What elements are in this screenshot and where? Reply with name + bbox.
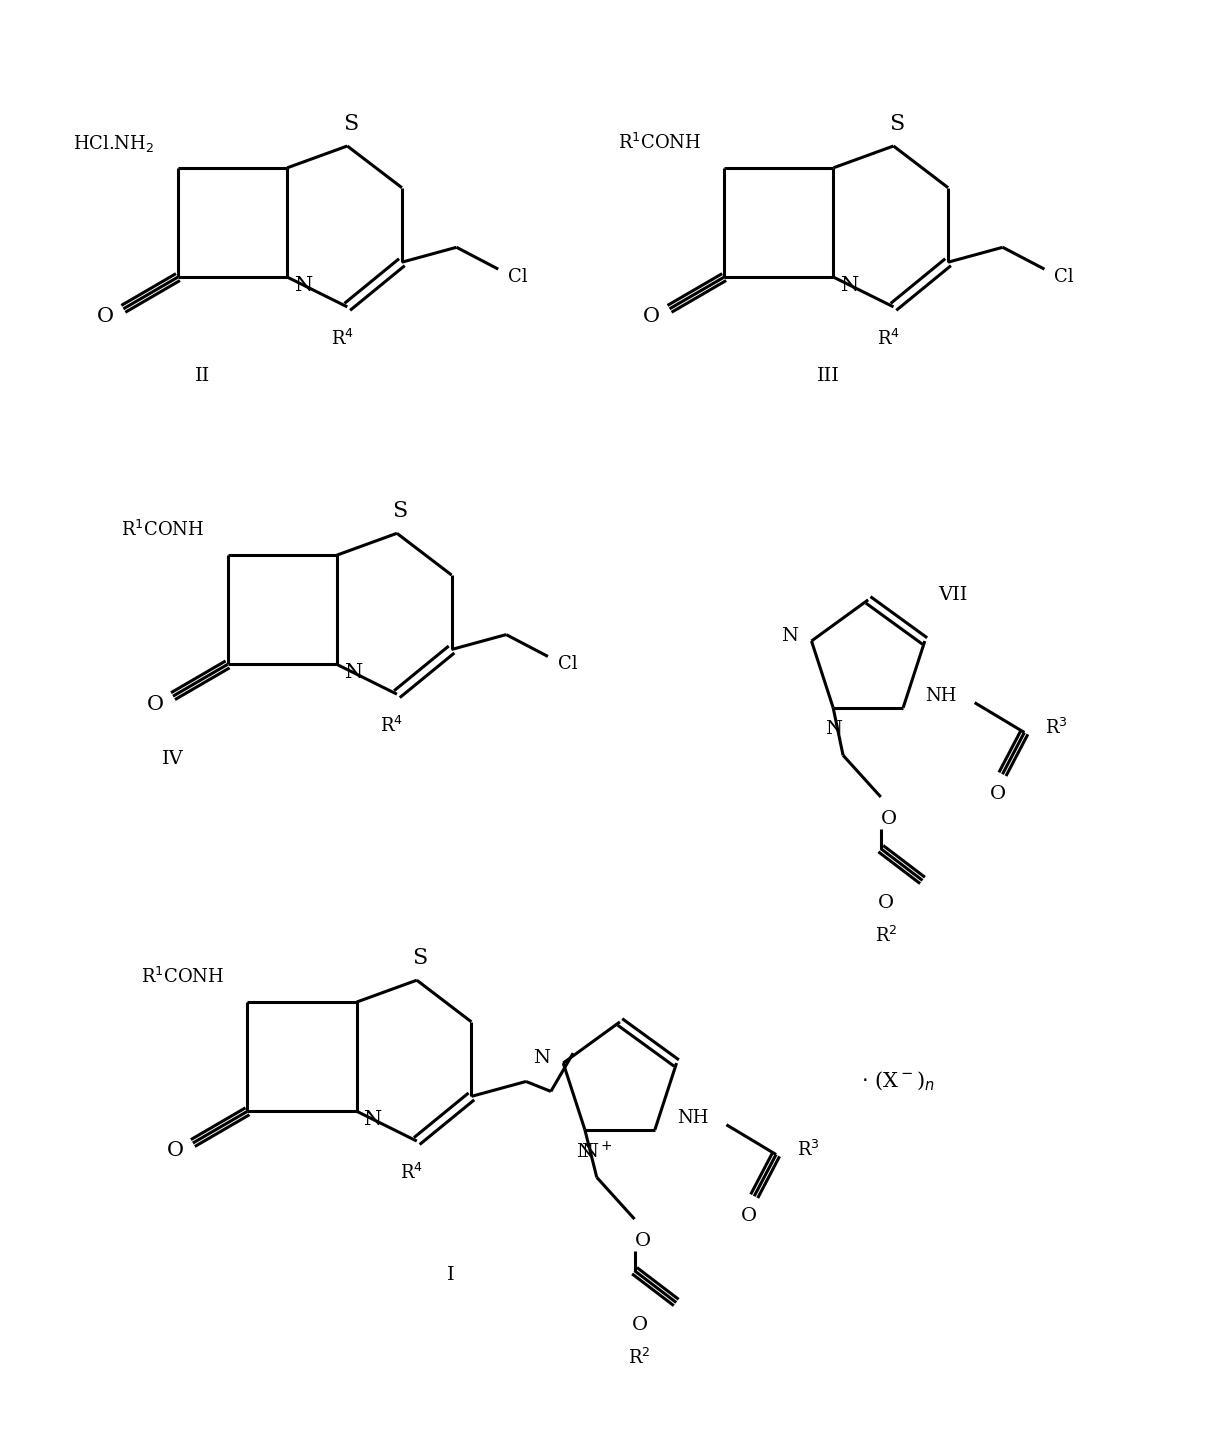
Text: R$^3$: R$^3$ xyxy=(796,1140,819,1160)
Text: N$^+$: N$^+$ xyxy=(581,1141,613,1163)
Text: R$^4$: R$^4$ xyxy=(877,328,900,348)
Text: O: O xyxy=(166,1141,183,1160)
Text: II: II xyxy=(195,367,210,386)
Text: O: O xyxy=(880,810,897,827)
Text: NH: NH xyxy=(677,1109,708,1127)
Text: R$^1$CONH: R$^1$CONH xyxy=(617,132,701,153)
Text: Cl: Cl xyxy=(508,268,528,286)
Text: IV: IV xyxy=(162,750,183,768)
Text: N: N xyxy=(781,627,798,645)
Text: R$^4$: R$^4$ xyxy=(400,1163,423,1183)
Text: O: O xyxy=(96,308,113,327)
Text: I: I xyxy=(447,1266,455,1284)
Text: N: N xyxy=(841,275,860,295)
Text: O: O xyxy=(634,1232,650,1250)
Text: O: O xyxy=(878,894,894,912)
Text: HCl.NH$_2$: HCl.NH$_2$ xyxy=(72,132,154,154)
Text: NH: NH xyxy=(925,686,956,705)
Text: N: N xyxy=(533,1049,550,1068)
Text: O: O xyxy=(147,695,164,714)
Text: R$^1$CONH: R$^1$CONH xyxy=(141,967,224,987)
Text: R$^1$CONH: R$^1$CONH xyxy=(122,521,205,541)
Text: O: O xyxy=(742,1207,757,1225)
Text: S: S xyxy=(343,114,358,135)
Text: Cl: Cl xyxy=(1054,268,1075,286)
Text: N: N xyxy=(576,1143,593,1160)
Text: S: S xyxy=(412,947,427,970)
Text: R$^3$: R$^3$ xyxy=(1044,718,1067,738)
Text: O: O xyxy=(643,308,660,327)
Text: R$^4$: R$^4$ xyxy=(380,717,404,735)
Text: VII: VII xyxy=(938,586,967,604)
Text: N: N xyxy=(295,275,314,295)
Text: N: N xyxy=(364,1109,382,1128)
Text: N: N xyxy=(825,721,842,738)
Text: R$^2$: R$^2$ xyxy=(628,1348,651,1368)
Text: S: S xyxy=(889,114,904,135)
Text: O: O xyxy=(632,1317,648,1334)
Text: Cl: Cl xyxy=(558,655,578,673)
Text: N: N xyxy=(345,663,363,682)
Text: O: O xyxy=(989,786,1006,803)
Text: R$^4$: R$^4$ xyxy=(330,328,353,348)
Text: S: S xyxy=(392,501,408,522)
Text: R$^2$: R$^2$ xyxy=(874,925,897,945)
Text: $\cdot$ (X$^-$)$_n$: $\cdot$ (X$^-$)$_n$ xyxy=(861,1069,935,1094)
Text: III: III xyxy=(816,367,839,386)
